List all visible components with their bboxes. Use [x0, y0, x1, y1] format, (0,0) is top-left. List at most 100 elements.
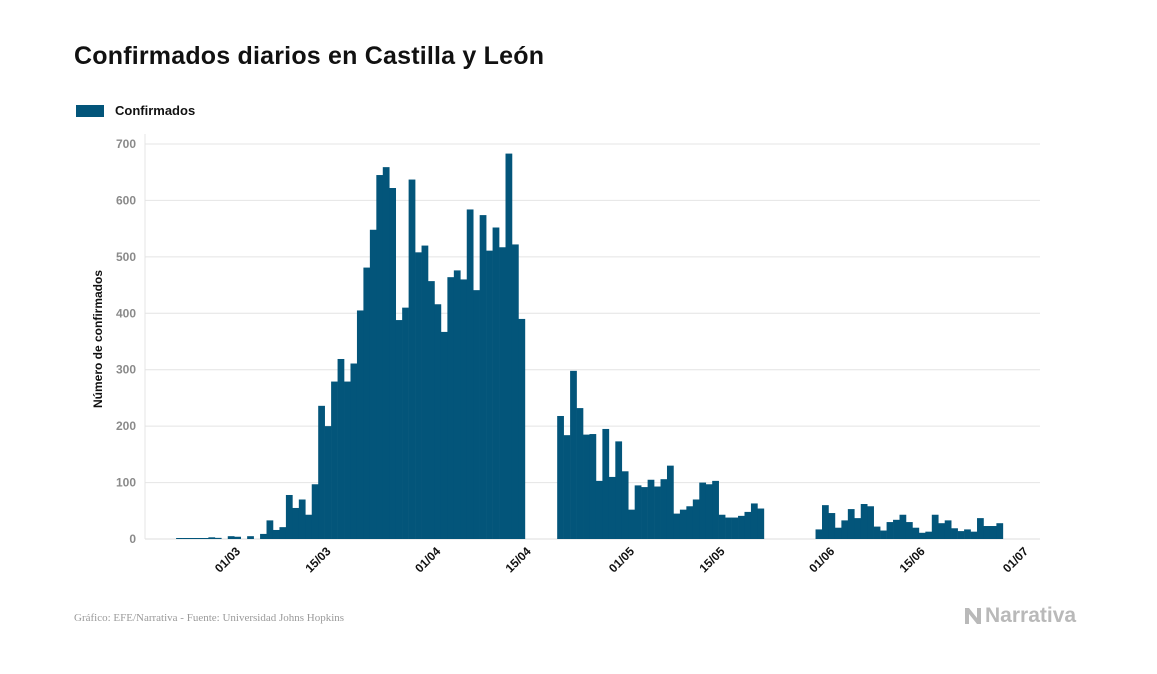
- bar: [466, 209, 474, 539]
- bar: [176, 538, 183, 539]
- bar: [486, 250, 493, 539]
- bar: [595, 480, 603, 539]
- bar: [660, 479, 668, 539]
- x-tick-label: 01/03: [212, 544, 243, 575]
- y-tick-label: 500: [116, 250, 136, 264]
- bar: [208, 537, 216, 539]
- bar: [479, 215, 487, 539]
- bar: [731, 517, 739, 539]
- bar: [641, 487, 648, 539]
- bar: [828, 513, 836, 539]
- bar: [822, 505, 829, 539]
- y-tick-label: 700: [116, 137, 136, 151]
- x-tick-label: 01/04: [412, 544, 443, 575]
- bar: [886, 522, 894, 539]
- x-tick-label: 01/05: [606, 544, 637, 575]
- y-tick-label: 400: [116, 306, 136, 320]
- bar: [957, 531, 965, 539]
- y-tick-label: 300: [116, 363, 136, 377]
- bar: [970, 531, 978, 539]
- bar: [666, 465, 674, 539]
- bar: [860, 504, 868, 539]
- bar: [434, 304, 442, 539]
- bar: [382, 167, 390, 539]
- bar: [272, 529, 280, 539]
- bar: [266, 520, 274, 539]
- bar: [344, 381, 351, 539]
- bar: [363, 267, 371, 539]
- x-tick-label: 15/04: [503, 544, 534, 575]
- x-axis-ticks: 01/03 15/03 01/04 15/04 01/05 15/05 01/06 15/06…: [212, 544, 1031, 575]
- bar: [499, 247, 506, 539]
- bar: [712, 480, 719, 539]
- bar: [938, 523, 946, 539]
- bar: [453, 270, 461, 539]
- bar: [324, 426, 332, 539]
- bar: [744, 511, 752, 539]
- legend-label: Confirmados: [115, 103, 196, 118]
- bar: [951, 528, 958, 539]
- bar: [195, 538, 203, 539]
- bar: [867, 506, 874, 539]
- bar: [505, 153, 513, 539]
- bar: [234, 536, 241, 539]
- bar: [705, 484, 713, 539]
- bar: [750, 503, 758, 539]
- bar: [563, 435, 571, 539]
- bar: [402, 307, 409, 539]
- bar: [376, 175, 384, 540]
- bar: [854, 518, 862, 539]
- bar: [738, 515, 745, 539]
- bar: [615, 441, 623, 539]
- x-tick-label: 15/06: [897, 544, 928, 575]
- x-tick-label: 01/06: [806, 544, 837, 575]
- x-tick-label: 15/03: [302, 544, 333, 575]
- bar: [699, 482, 707, 539]
- bar: [847, 509, 855, 539]
- bar: [182, 538, 190, 539]
- legend-swatch: [76, 104, 104, 117]
- bar: [880, 530, 887, 539]
- bar: [492, 227, 500, 539]
- bar: [912, 527, 920, 539]
- bar: [679, 509, 687, 539]
- bar: [944, 520, 952, 539]
- bar: [305, 514, 313, 539]
- bar: [905, 522, 913, 539]
- bar: [899, 514, 907, 539]
- bar: [757, 508, 765, 539]
- bar: [673, 513, 681, 539]
- bar: [428, 281, 435, 539]
- y-tick-label: 200: [116, 419, 136, 433]
- bar: [292, 507, 300, 539]
- gridlines: [144, 134, 1040, 540]
- bar: [634, 485, 642, 539]
- bar: [557, 415, 564, 539]
- bar: [440, 331, 448, 539]
- bar: [686, 506, 694, 539]
- bar: [834, 527, 842, 539]
- bar: [989, 526, 997, 539]
- x-tick-label: 15/05: [696, 544, 727, 575]
- x-tick-label: 01/07: [1000, 544, 1031, 575]
- bar: [189, 538, 196, 539]
- bar: [279, 527, 287, 539]
- bar: [298, 499, 306, 539]
- bar: [964, 529, 971, 539]
- bar: [621, 471, 629, 539]
- bar: [996, 523, 1004, 539]
- bar: [918, 532, 926, 539]
- brand-logo: Narrativa: [963, 604, 1076, 628]
- bar: [201, 538, 209, 539]
- bar: [977, 518, 984, 539]
- bar: [873, 526, 881, 539]
- bar: [647, 479, 655, 539]
- bar: [602, 428, 610, 539]
- y-axis-label: Número de confirmados: [91, 270, 105, 408]
- bar: [318, 405, 325, 539]
- bar: [583, 434, 590, 539]
- bar: [214, 537, 222, 539]
- bar: [925, 531, 933, 539]
- y-tick-label: 0: [129, 532, 136, 546]
